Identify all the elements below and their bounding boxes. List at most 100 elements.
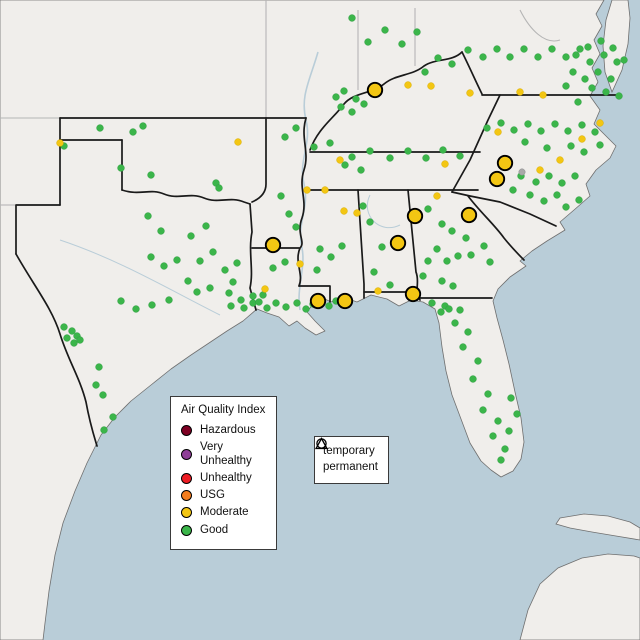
station-good: [581, 75, 589, 83]
station-moderate: [404, 81, 412, 89]
station-moderate: [321, 186, 329, 194]
station-good: [571, 172, 579, 180]
station-good: [282, 303, 290, 311]
station-good: [591, 128, 599, 136]
station-good: [548, 45, 556, 53]
station-good: [613, 58, 621, 66]
station-good: [340, 87, 348, 95]
station-good: [543, 144, 551, 152]
station-good: [227, 302, 235, 310]
station-good: [459, 343, 467, 351]
station-good: [569, 68, 577, 76]
station-good: [620, 56, 628, 64]
station-good: [609, 44, 617, 52]
station-moderate: [374, 287, 382, 295]
station-good: [551, 120, 559, 128]
station-moderate-temporary: [488, 170, 506, 188]
station-good: [249, 299, 257, 307]
station-good: [229, 278, 237, 286]
station-good: [588, 84, 596, 92]
station-good: [173, 256, 181, 264]
station-good: [144, 212, 152, 220]
aqi-color-swatch: [181, 524, 192, 536]
aqi-legend-label: Moderate: [200, 506, 249, 519]
station-good: [338, 242, 346, 250]
texas-river: [59, 239, 221, 316]
station-moderate: [578, 135, 586, 143]
station-unknown: [518, 168, 526, 176]
station-good: [479, 53, 487, 61]
station-good: [424, 205, 432, 213]
station-good: [578, 121, 586, 129]
station-good: [326, 139, 334, 147]
station-good: [600, 51, 608, 59]
station-good: [584, 43, 592, 51]
station-moderate-temporary: [389, 234, 407, 252]
station-good: [586, 58, 594, 66]
station-moderate: [516, 88, 524, 96]
station-moderate: [303, 186, 311, 194]
station-good: [348, 108, 356, 116]
aqi-color-swatch: [181, 425, 192, 437]
station-moderate: [353, 209, 361, 217]
station-good: [513, 410, 521, 418]
station-good: [456, 152, 464, 160]
station-good: [464, 328, 472, 336]
station-good: [337, 103, 345, 111]
station-moderate: [261, 285, 269, 293]
station-good: [438, 220, 446, 228]
station-good: [187, 232, 195, 240]
station-good: [366, 147, 374, 155]
station-good: [293, 299, 301, 307]
station-good: [221, 266, 229, 274]
station-good: [404, 147, 412, 155]
aqi-legend-label: Unhealthy: [200, 471, 252, 484]
station-moderate: [466, 89, 474, 97]
station-markers: [56, 14, 628, 464]
station-good: [467, 251, 475, 259]
station-good: [63, 334, 71, 342]
station-good: [327, 253, 335, 261]
station-moderate: [494, 128, 502, 136]
station-good: [532, 178, 540, 186]
station-moderate-temporary: [264, 236, 282, 254]
station-good: [464, 46, 472, 54]
aqi-legend-label: USG: [200, 489, 225, 502]
station-moderate: [56, 139, 64, 147]
station-good: [269, 264, 277, 272]
aqi-color-swatch: [181, 507, 192, 519]
station-moderate-temporary: [366, 81, 384, 99]
station-good: [594, 68, 602, 76]
cuba-island: [555, 513, 640, 541]
station-good: [341, 161, 349, 169]
station-moderate: [296, 260, 304, 268]
station-good: [545, 172, 553, 180]
aqi-legend-item-unhealthy: Unhealthy: [181, 472, 268, 485]
station-good: [428, 299, 436, 307]
aqi-legend-label: Very Unhealthy: [200, 441, 252, 467]
yucatan-peninsula: [519, 553, 640, 640]
station-good: [225, 289, 233, 297]
station-good: [76, 336, 84, 344]
station-good: [506, 53, 514, 61]
aqi-legend-label: Hazardous: [200, 424, 256, 437]
station-good: [575, 196, 583, 204]
station-moderate-temporary: [309, 292, 327, 310]
station-good: [469, 375, 477, 383]
station-good: [292, 223, 300, 231]
station-good: [237, 296, 245, 304]
station-good: [302, 305, 310, 313]
station-good: [157, 227, 165, 235]
station-good: [196, 257, 204, 265]
station-good: [572, 51, 580, 59]
station-good: [576, 45, 584, 53]
station-good: [524, 120, 532, 128]
station-moderate: [234, 138, 242, 146]
station-type-label: permanent: [323, 461, 378, 474]
station-good: [615, 92, 623, 100]
station-good: [534, 53, 542, 61]
station-good: [255, 298, 263, 306]
station-good: [413, 28, 421, 36]
station-type-label: temporary: [323, 445, 375, 457]
station-good: [277, 192, 285, 200]
